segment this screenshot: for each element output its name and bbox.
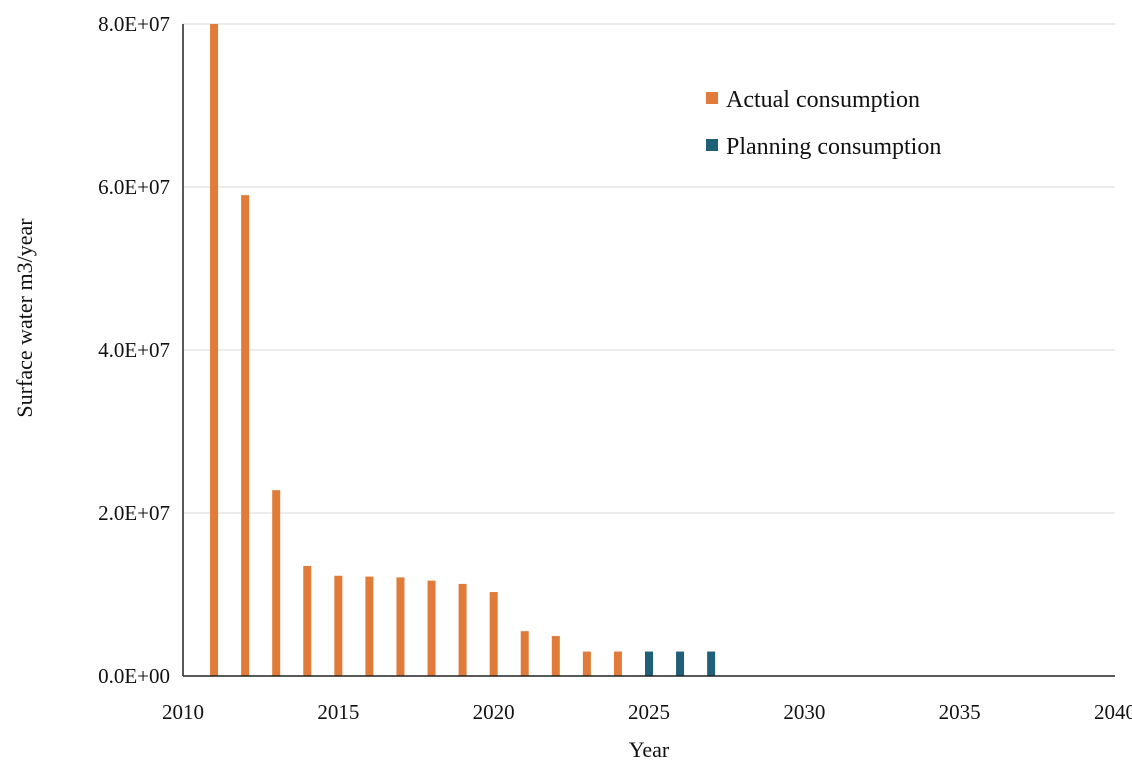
bar-actual-2022 — [551, 636, 560, 676]
bar-actual-2019 — [458, 583, 467, 676]
legend-label-actual: Actual consumption — [726, 87, 920, 113]
x-tick-label: 2025 — [628, 700, 670, 724]
legend-label-planning: Planning consumption — [726, 134, 941, 160]
bar-actual-2024 — [613, 651, 622, 676]
y-tick-label: 6.0E+07 — [98, 175, 170, 199]
legend-swatch-actual — [706, 92, 718, 104]
legend-swatch-planning — [706, 139, 718, 151]
y-tick-label: 4.0E+07 — [98, 338, 170, 362]
bar-actual-2012 — [241, 195, 250, 676]
y-tick-label: 2.0E+07 — [98, 501, 170, 525]
x-axis-title: Year — [629, 737, 670, 762]
x-tick-labels: 2010 2015 2020 2025 2030 2035 2040 — [162, 700, 1132, 724]
x-tick-label: 2015 — [317, 700, 359, 724]
x-tick-label: 2010 — [162, 700, 204, 724]
bar-actual-2021 — [520, 631, 529, 676]
bar-actual-2011 — [210, 24, 219, 676]
y-tick-label: 8.0E+07 — [98, 12, 170, 36]
bar-actual-2013 — [272, 490, 281, 676]
x-tick-label: 2020 — [473, 700, 515, 724]
bar-actual-2016 — [365, 576, 374, 676]
y-axis-title: Surface water m3/year — [12, 218, 37, 418]
x-tick-label: 2040 — [1094, 700, 1132, 724]
bar-planning-2025 — [645, 651, 653, 676]
bar-actual-2018 — [427, 580, 436, 676]
y-tick-label: 0.0E+00 — [98, 664, 170, 688]
legend: Actual consumption Planning consumption — [706, 87, 941, 160]
bar-actual-2023 — [582, 651, 591, 676]
bar-actual-2020 — [489, 592, 498, 676]
x-tick-label: 2035 — [939, 700, 981, 724]
bars — [210, 24, 716, 676]
bar-planning-2026 — [676, 651, 685, 676]
y-tick-labels: 0.0E+00 2.0E+07 4.0E+07 6.0E+07 8.0E+07 — [98, 12, 170, 688]
gridlines — [183, 23, 1115, 514]
bar-planning-2027 — [707, 651, 716, 676]
bar-actual-2014 — [303, 565, 312, 676]
axes — [182, 24, 1115, 677]
x-tick-label: 2030 — [783, 700, 825, 724]
bar-actual-2017 — [396, 577, 405, 676]
bar-actual-2015 — [334, 575, 343, 676]
